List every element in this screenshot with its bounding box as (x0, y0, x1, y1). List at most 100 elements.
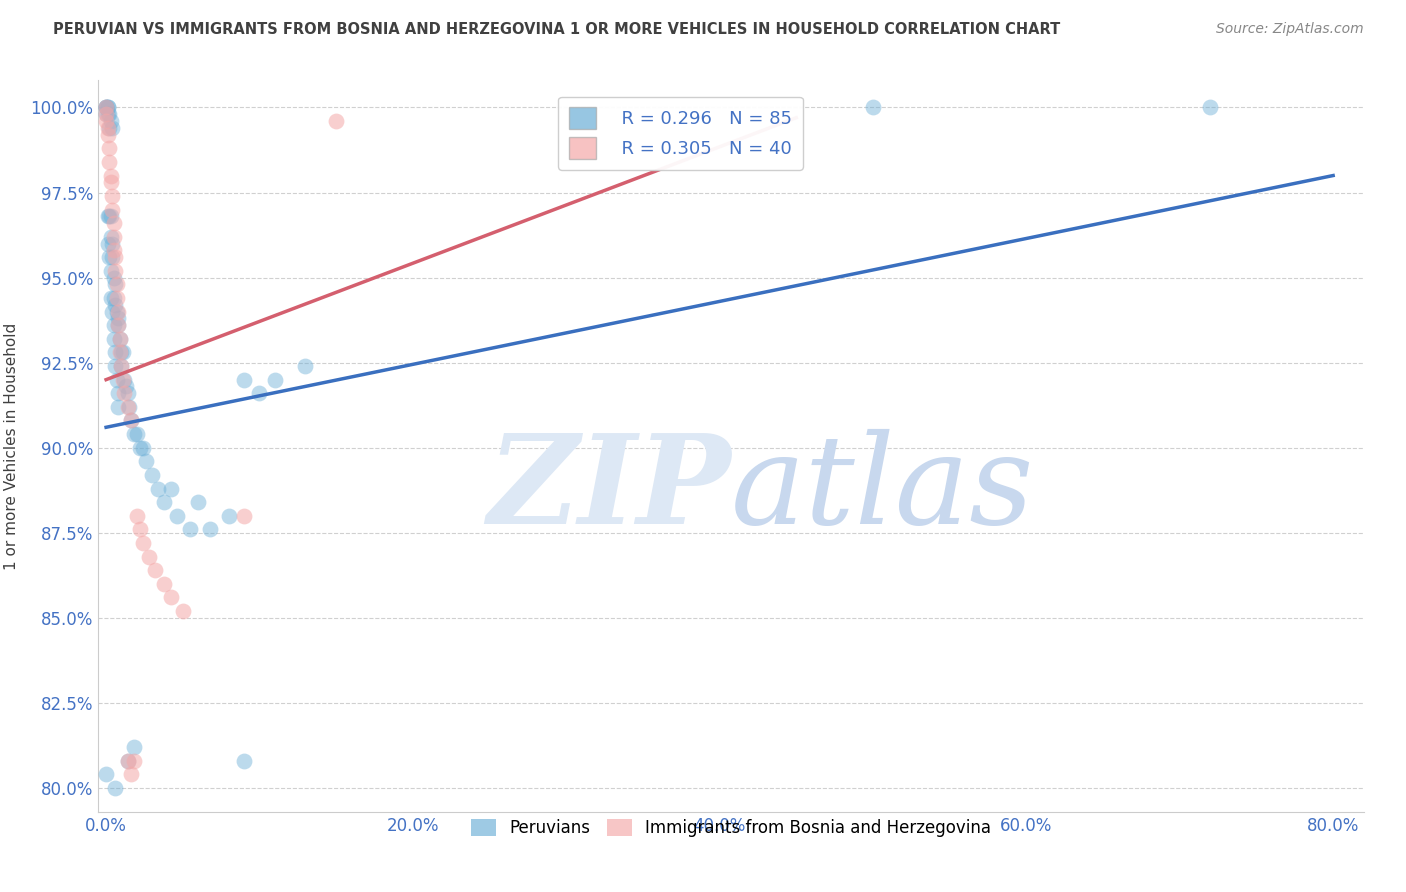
Point (94, 767, 117, 781)
Point (104, 345, 127, 359)
Point (103, 291, 125, 305)
Point (97, 128, 120, 142)
Point (100, 114, 122, 128)
Point (120, 767, 142, 781)
Point (159, 591, 181, 605)
Point (115, 379, 138, 393)
Point (94, 101, 117, 115)
Point (122, 740, 145, 755)
Point (98, 155, 121, 169)
Point (100, 169, 122, 183)
Point (101, 236, 124, 251)
Point (263, 373, 285, 387)
Point (105, 277, 128, 292)
Point (135, 454, 157, 468)
Point (104, 359, 127, 373)
Point (105, 291, 128, 305)
Point (120, 413, 142, 427)
Point (97, 120, 120, 135)
Point (105, 304, 128, 318)
Point (108, 332, 131, 346)
Point (104, 250, 127, 264)
Point (117, 754, 139, 768)
Point (125, 427, 148, 442)
Point (103, 244, 125, 258)
Point (117, 386, 139, 401)
Point (104, 298, 127, 312)
Point (233, 754, 256, 768)
Text: PERUVIAN VS IMMIGRANTS FROM BOSNIA AND HERZEGOVINA 1 OR MORE VEHICLES IN HOUSEHO: PERUVIAN VS IMMIGRANTS FROM BOSNIA AND H… (53, 22, 1060, 37)
Text: Source: ZipAtlas.com: Source: ZipAtlas.com (1216, 22, 1364, 37)
Point (249, 386, 271, 401)
Point (118, 400, 141, 414)
Point (218, 508, 240, 523)
Point (111, 373, 134, 387)
Point (114, 373, 136, 387)
Point (94, 107, 117, 121)
Y-axis label: 1 or more Vehicles in Household: 1 or more Vehicles in Household (4, 322, 20, 570)
Point (97, 107, 120, 121)
Point (233, 508, 256, 523)
Point (110, 359, 132, 373)
Point (100, 210, 122, 224)
Point (103, 332, 125, 346)
Point (108, 345, 131, 359)
Point (1199, 101, 1222, 115)
Text: atlas: atlas (731, 429, 1035, 550)
Point (98, 210, 121, 224)
Point (100, 175, 122, 189)
Point (200, 522, 222, 536)
Point (132, 536, 155, 550)
Point (98, 141, 121, 155)
Point (97, 101, 120, 115)
Point (107, 311, 129, 326)
Point (103, 270, 125, 285)
Point (120, 413, 142, 427)
Point (110, 345, 132, 359)
Point (94, 101, 117, 115)
Point (172, 604, 194, 618)
Point (122, 754, 145, 768)
Point (97, 236, 120, 251)
Point (125, 508, 148, 523)
Point (103, 216, 125, 230)
Point (117, 400, 139, 414)
Text: ZIP: ZIP (488, 429, 731, 550)
Point (862, 101, 884, 115)
Point (141, 467, 163, 482)
Point (100, 229, 122, 244)
Point (166, 508, 188, 523)
Point (114, 386, 136, 401)
Point (122, 427, 145, 442)
Point (159, 482, 181, 496)
Point (128, 441, 150, 455)
Point (100, 264, 122, 278)
Point (101, 189, 124, 203)
Point (101, 202, 124, 217)
Point (153, 576, 176, 591)
Point (148, 482, 170, 496)
Point (107, 318, 129, 333)
Point (100, 291, 122, 305)
Point (94, 114, 117, 128)
Point (110, 359, 132, 373)
Point (101, 120, 124, 135)
Point (108, 332, 131, 346)
Point (105, 373, 128, 387)
Point (94, 101, 117, 115)
Point (143, 563, 166, 577)
Point (128, 522, 150, 536)
Point (107, 304, 129, 318)
Point (179, 522, 201, 536)
Point (94, 107, 117, 121)
Point (101, 304, 124, 318)
Point (104, 277, 127, 292)
Point (94, 101, 117, 115)
Point (104, 780, 127, 795)
Point (117, 754, 139, 768)
Point (153, 495, 176, 509)
Point (98, 107, 121, 121)
Point (97, 101, 120, 115)
Point (294, 359, 316, 373)
Point (103, 229, 125, 244)
